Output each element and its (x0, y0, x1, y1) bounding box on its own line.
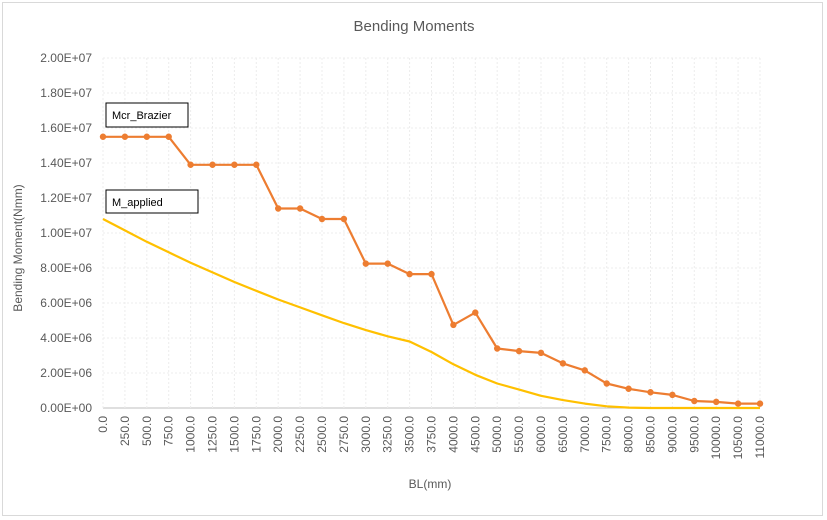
data-point-mcr-brazier (209, 161, 216, 168)
data-point-mcr-brazier (318, 215, 326, 223)
chart-title: Bending Moments (354, 18, 475, 35)
data-point-mcr-brazier (384, 260, 391, 267)
x-tick-label: 2250.0 (293, 416, 307, 453)
data-point-mcr-brazier (691, 397, 698, 405)
data-point-mcr-brazier (296, 205, 304, 212)
data-point-mcr-brazier (734, 400, 742, 407)
data-point-mcr-brazier (428, 270, 435, 278)
series-layer (99, 133, 764, 410)
x-tick-label: 1500.0 (227, 416, 241, 453)
data-point-mcr-brazier (275, 205, 282, 212)
series-line-m-applied (102, 218, 760, 410)
legend-m-applied: M_applied (105, 189, 199, 214)
x-tick-label: 11000.0 (753, 416, 767, 459)
x-tick-label: 7000.0 (578, 416, 592, 453)
x-tick-label: 3750.0 (425, 416, 439, 453)
x-tick-label: 9000.0 (665, 416, 679, 453)
data-point-mcr-brazier (537, 349, 545, 357)
data-point-mcr-brazier (121, 133, 129, 140)
y-tick-label: 1.00E+07 (40, 226, 92, 240)
data-point-mcr-brazier (581, 367, 588, 374)
y-tick-label: 0.00E+00 (40, 401, 92, 415)
x-tick-label: 250.0 (118, 416, 132, 446)
x-tick-label: 750.0 (162, 416, 176, 446)
legend-mcr-brazier: Mcr_Brazier (105, 102, 189, 128)
x-tick-label: 4000.0 (446, 416, 460, 453)
y-tick-label: 8.00E+06 (40, 261, 92, 275)
x-tick-label: 8500.0 (644, 416, 658, 453)
data-point-mcr-brazier (603, 380, 610, 387)
x-tick-label: 2500.0 (315, 416, 329, 453)
x-tick-label: 5000.0 (490, 416, 504, 453)
x-tick-label: 2750.0 (337, 416, 351, 453)
x-tick-label: 2000.0 (271, 416, 285, 453)
data-point-mcr-brazier (143, 133, 150, 140)
data-point-mcr-brazier (647, 389, 654, 396)
data-point-mcr-brazier (231, 161, 238, 168)
data-point-mcr-brazier (406, 270, 413, 278)
data-point-mcr-brazier (340, 215, 348, 223)
x-tick-label: 6500.0 (556, 416, 570, 453)
y-tick-label: 1.60E+07 (40, 121, 92, 135)
x-tick-label: 9500.0 (687, 416, 701, 453)
y-tick-label: 4.00E+06 (40, 331, 92, 345)
x-tick-label: 1750.0 (249, 416, 263, 453)
x-tick-label: 500.0 (140, 416, 154, 446)
data-point-mcr-brazier (515, 347, 523, 355)
data-point-mcr-brazier (713, 398, 720, 406)
data-point-mcr-brazier (187, 161, 194, 168)
y-tick-label: 6.00E+06 (40, 296, 92, 310)
x-tick-label: 6000.0 (534, 416, 548, 453)
x-tick-label: 3000.0 (359, 416, 373, 453)
data-point-mcr-brazier (165, 133, 172, 140)
legend-box-mcr-brazier (105, 102, 189, 128)
data-point-mcr-brazier (625, 385, 632, 392)
data-point-mcr-brazier (756, 400, 764, 407)
x-tick-label: 4500.0 (468, 416, 482, 453)
data-point-mcr-brazier (472, 309, 479, 316)
data-point-mcr-brazier (669, 391, 676, 399)
y-tick-label: 2.00E+06 (40, 366, 92, 380)
x-tick-label: 10500.0 (731, 416, 745, 460)
data-point-mcr-brazier (450, 321, 457, 329)
x-tick-label: 5500.0 (512, 416, 526, 453)
data-point-mcr-brazier (362, 260, 369, 267)
data-point-mcr-brazier (99, 133, 107, 140)
y-tick-label: 1.20E+07 (40, 191, 92, 205)
y-tick-label: 1.80E+07 (40, 86, 92, 100)
y-axis-ticks: 0.00E+00 2.00E+06 4.00E+06 6.00E+06 8.00E+06… (40, 51, 92, 415)
legend-label-mcr-brazier: Mcr_Brazier (112, 110, 172, 122)
x-tick-label: 3500.0 (403, 416, 417, 453)
x-tick-label: 1250.0 (206, 416, 220, 453)
gridlines (102, 57, 761, 409)
y-tick-label: 1.40E+07 (40, 156, 92, 170)
x-tick-label: 7500.0 (600, 416, 614, 453)
data-point-mcr-brazier (253, 161, 260, 168)
y-tick-label: 2.00E+07 (40, 51, 92, 65)
y-axis-title: Bending Moment(Nmm) (11, 184, 25, 311)
legend-box-m-applied (105, 189, 199, 214)
data-point-mcr-brazier (494, 345, 501, 352)
legend-label-m-applied: M_applied (112, 197, 163, 209)
x-tick-label: 1000.0 (184, 416, 198, 453)
data-point-mcr-brazier (559, 360, 567, 367)
x-tick-label: 10000.0 (709, 416, 723, 460)
x-tick-label: 0.0 (96, 416, 110, 433)
x-axis-title: BL(mm) (409, 477, 452, 491)
x-tick-label: 8000.0 (622, 416, 636, 453)
x-axis-ticks: 0.0 250.0 500.0 750.0 1000.0 1250.0 1500.0 1750… (96, 416, 767, 460)
x-tick-label: 3250.0 (381, 416, 395, 453)
